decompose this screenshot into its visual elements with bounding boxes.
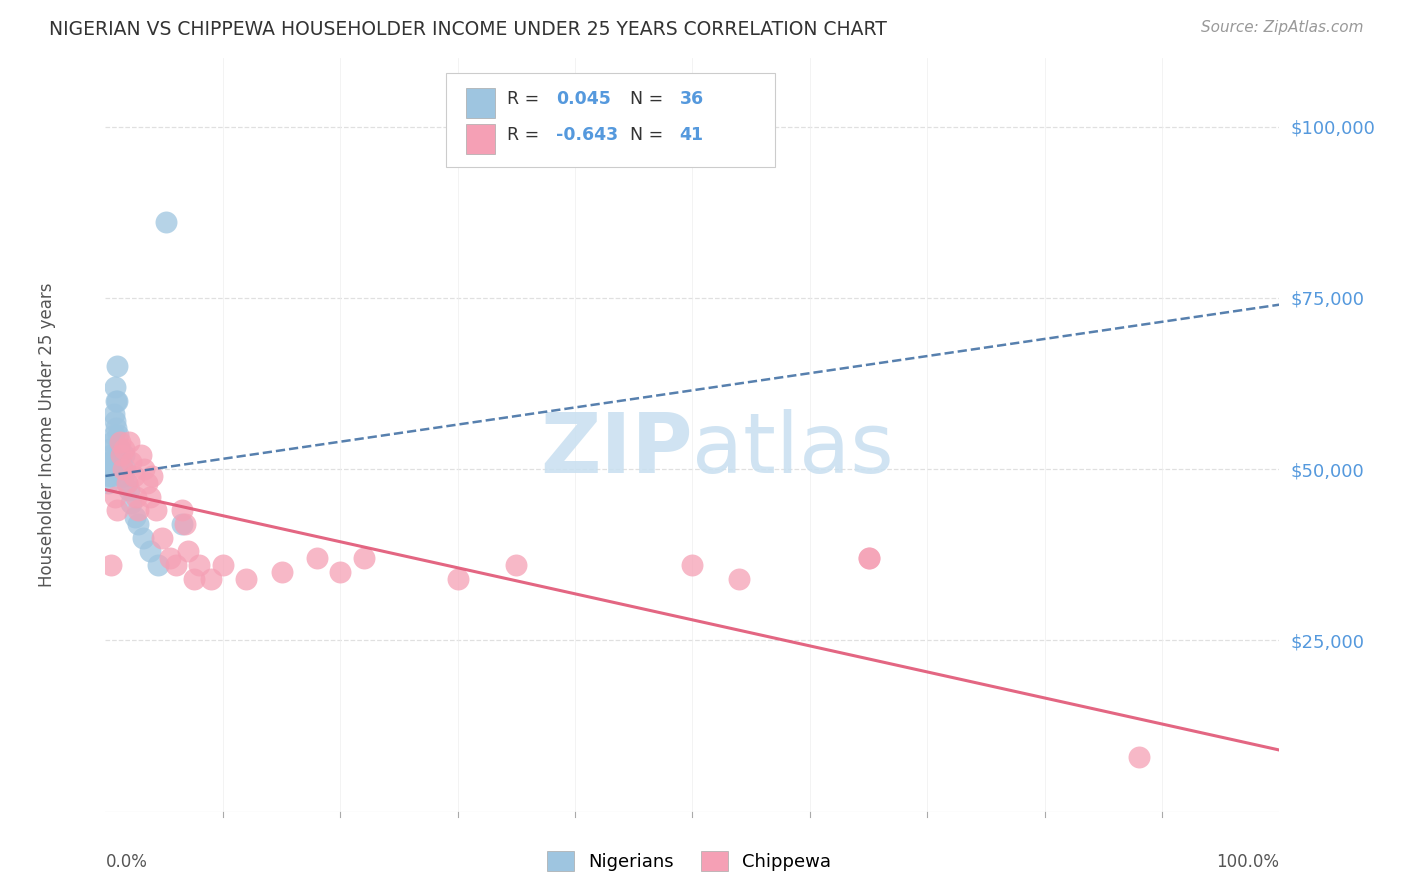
Point [155,215,177,229]
Point [446,572,468,586]
Text: atlas: atlas [692,409,894,491]
Point [170,503,193,517]
Point [112,469,135,483]
Point [97,475,120,490]
Point [108,434,131,449]
Point [101,434,124,449]
Point [107,449,129,463]
Point [98,442,121,456]
Point [235,572,257,586]
Point [100,558,122,572]
Text: 100.0%: 100.0% [1216,853,1279,871]
Point [120,455,142,469]
Text: 0.0%: 0.0% [105,853,148,871]
Point [329,565,352,579]
Point [104,490,127,504]
Point [115,475,138,490]
Point [270,565,292,579]
Bar [465,124,495,153]
Point [127,516,149,531]
Text: R =: R = [508,126,544,144]
Text: NIGERIAN VS CHIPPEWA HOUSEHOLDER INCOME UNDER 25 YEARS CORRELATION CHART: NIGERIAN VS CHIPPEWA HOUSEHOLDER INCOME … [49,20,887,38]
Point [139,544,162,558]
Text: R =: R = [508,90,544,109]
Text: N =: N = [630,90,669,109]
Point [110,449,132,463]
Point [105,359,128,374]
Bar [465,88,495,119]
Point [114,462,136,476]
Point [159,551,181,566]
Point [150,531,173,545]
Legend: Nigerians, Chippewa: Nigerians, Chippewa [540,844,838,879]
Point [118,434,141,449]
Point [127,503,149,517]
Point [858,551,880,566]
Point [108,442,131,456]
Point [145,503,167,517]
Point [165,558,187,572]
Point [305,551,328,566]
Point [107,428,129,442]
Point [148,558,170,572]
Point [681,558,703,572]
Text: Householder Income Under 25 years: Householder Income Under 25 years [38,283,56,587]
Point [200,572,222,586]
Point [1128,750,1150,764]
Point [112,462,135,476]
Point [112,442,135,456]
Point [135,475,157,490]
Point [129,449,152,463]
Point [104,414,127,428]
FancyBboxPatch shape [446,73,775,168]
Text: 36: 36 [679,90,703,109]
Point [105,393,128,408]
Point [110,455,132,469]
Point [100,469,122,483]
Point [170,516,193,531]
Point [122,469,145,483]
Point [183,572,205,586]
Point [100,449,122,463]
Point [97,462,120,476]
Point [111,462,134,476]
Point [98,469,121,483]
Point [124,510,146,524]
Text: Source: ZipAtlas.com: Source: ZipAtlas.com [1201,20,1364,35]
Point [112,449,135,463]
Text: N =: N = [630,126,669,144]
Text: ZIP: ZIP [540,409,692,491]
Point [105,393,128,408]
Point [98,455,121,469]
Point [101,455,124,469]
Point [211,558,233,572]
Point [118,483,141,497]
Point [98,462,121,476]
Text: 41: 41 [679,126,703,144]
Point [188,558,211,572]
Text: 0.045: 0.045 [557,90,612,109]
Point [139,490,162,504]
Point [176,544,198,558]
Point [103,407,125,421]
Point [134,462,156,476]
Point [141,469,163,483]
Point [132,531,155,545]
Point [105,503,128,517]
Point [125,490,148,504]
Point [174,516,197,531]
Text: -0.643: -0.643 [557,126,619,144]
Point [728,572,751,586]
Point [105,421,128,435]
Point [353,551,375,566]
Point [858,551,880,566]
Point [104,380,127,394]
Point [120,496,142,510]
Point [115,475,138,490]
Point [505,558,527,572]
Point [103,428,125,442]
